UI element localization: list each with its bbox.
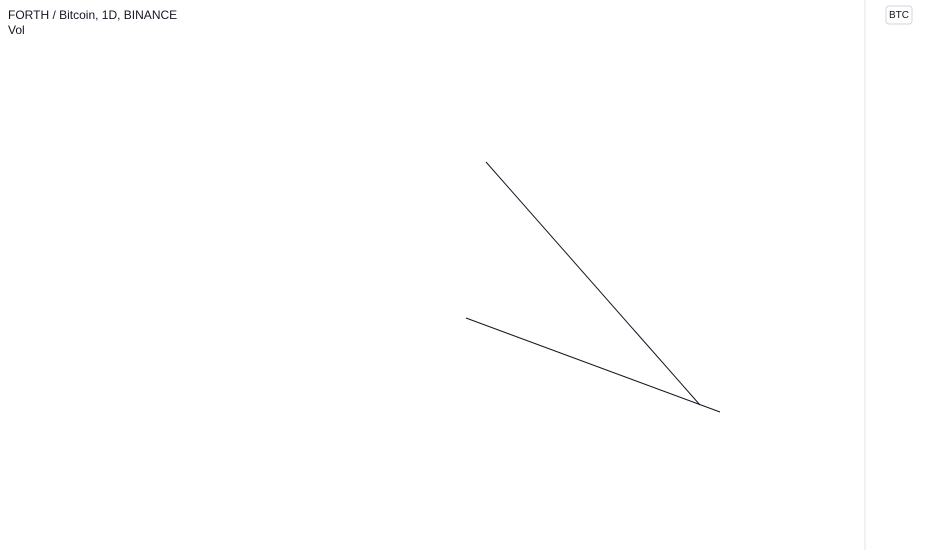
chart-title: FORTH / Bitcoin, 1D, BINANCE bbox=[8, 8, 177, 22]
trend-line-upper bbox=[485, 161, 701, 406]
trend-line-lower bbox=[465, 317, 721, 413]
currency-label: BTC bbox=[889, 10, 909, 21]
price-axis bbox=[865, 0, 932, 550]
volume-label: Vol bbox=[8, 23, 25, 37]
currency-badge[interactable] bbox=[885, 5, 913, 25]
